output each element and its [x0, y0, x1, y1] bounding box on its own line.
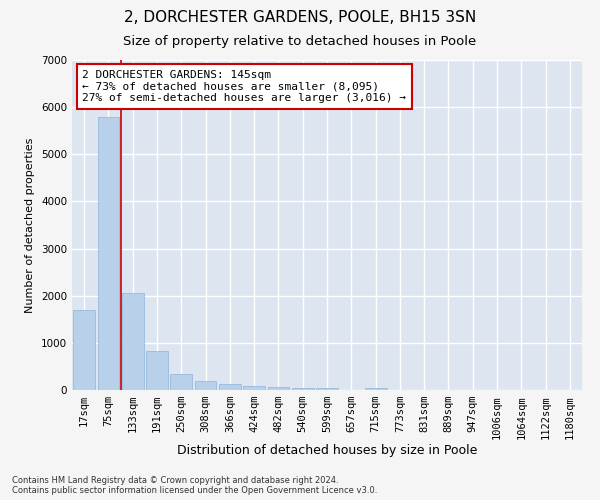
Bar — [243, 386, 265, 390]
Text: Contains HM Land Registry data © Crown copyright and database right 2024.
Contai: Contains HM Land Registry data © Crown c… — [12, 476, 377, 495]
Text: 2 DORCHESTER GARDENS: 145sqm
← 73% of detached houses are smaller (8,095)
27% of: 2 DORCHESTER GARDENS: 145sqm ← 73% of de… — [82, 70, 406, 103]
Bar — [219, 384, 241, 390]
Y-axis label: Number of detached properties: Number of detached properties — [25, 138, 35, 312]
Bar — [97, 116, 119, 390]
Bar — [316, 388, 338, 390]
Text: Size of property relative to detached houses in Poole: Size of property relative to detached ho… — [124, 35, 476, 48]
Bar — [365, 388, 386, 390]
Bar — [292, 388, 314, 390]
Bar — [194, 381, 217, 390]
Text: 2, DORCHESTER GARDENS, POOLE, BH15 3SN: 2, DORCHESTER GARDENS, POOLE, BH15 3SN — [124, 10, 476, 25]
Bar — [268, 387, 289, 390]
Bar — [170, 374, 192, 390]
Bar — [122, 294, 143, 390]
Bar — [146, 352, 168, 390]
Bar — [73, 310, 95, 390]
X-axis label: Distribution of detached houses by size in Poole: Distribution of detached houses by size … — [177, 444, 477, 457]
